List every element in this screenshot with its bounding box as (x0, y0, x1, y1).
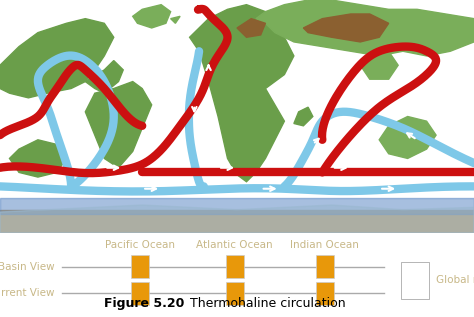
Bar (131, 282, 149, 305)
Bar (316, 282, 334, 305)
Bar (316, 255, 334, 278)
Polygon shape (9, 140, 66, 177)
Polygon shape (379, 117, 436, 158)
Text: Thermohaline circulation: Thermohaline circulation (182, 296, 346, 310)
Text: Global map: Global map (436, 275, 474, 285)
Text: Atlantic Ocean: Atlantic Ocean (196, 240, 273, 250)
Polygon shape (85, 81, 152, 168)
Bar (0, 210, 474, 233)
Polygon shape (360, 51, 398, 79)
Polygon shape (303, 14, 389, 42)
Polygon shape (256, 0, 474, 56)
Bar (226, 255, 244, 278)
Bar (226, 282, 244, 305)
Text: Current View: Current View (0, 288, 55, 299)
Polygon shape (171, 16, 180, 23)
Bar (0, 198, 474, 214)
Polygon shape (85, 61, 123, 93)
Polygon shape (133, 5, 171, 28)
Bar (131, 255, 149, 278)
Text: Figure 5.20: Figure 5.20 (104, 296, 185, 310)
Polygon shape (190, 5, 294, 182)
Text: Basin View: Basin View (0, 262, 55, 272)
Text: Indian Ocean: Indian Ocean (290, 240, 359, 250)
Polygon shape (237, 19, 265, 37)
Polygon shape (294, 107, 313, 126)
Text: Pacific Ocean: Pacific Ocean (105, 240, 175, 250)
Polygon shape (0, 205, 474, 233)
Polygon shape (0, 19, 114, 98)
Bar (401, 262, 429, 299)
